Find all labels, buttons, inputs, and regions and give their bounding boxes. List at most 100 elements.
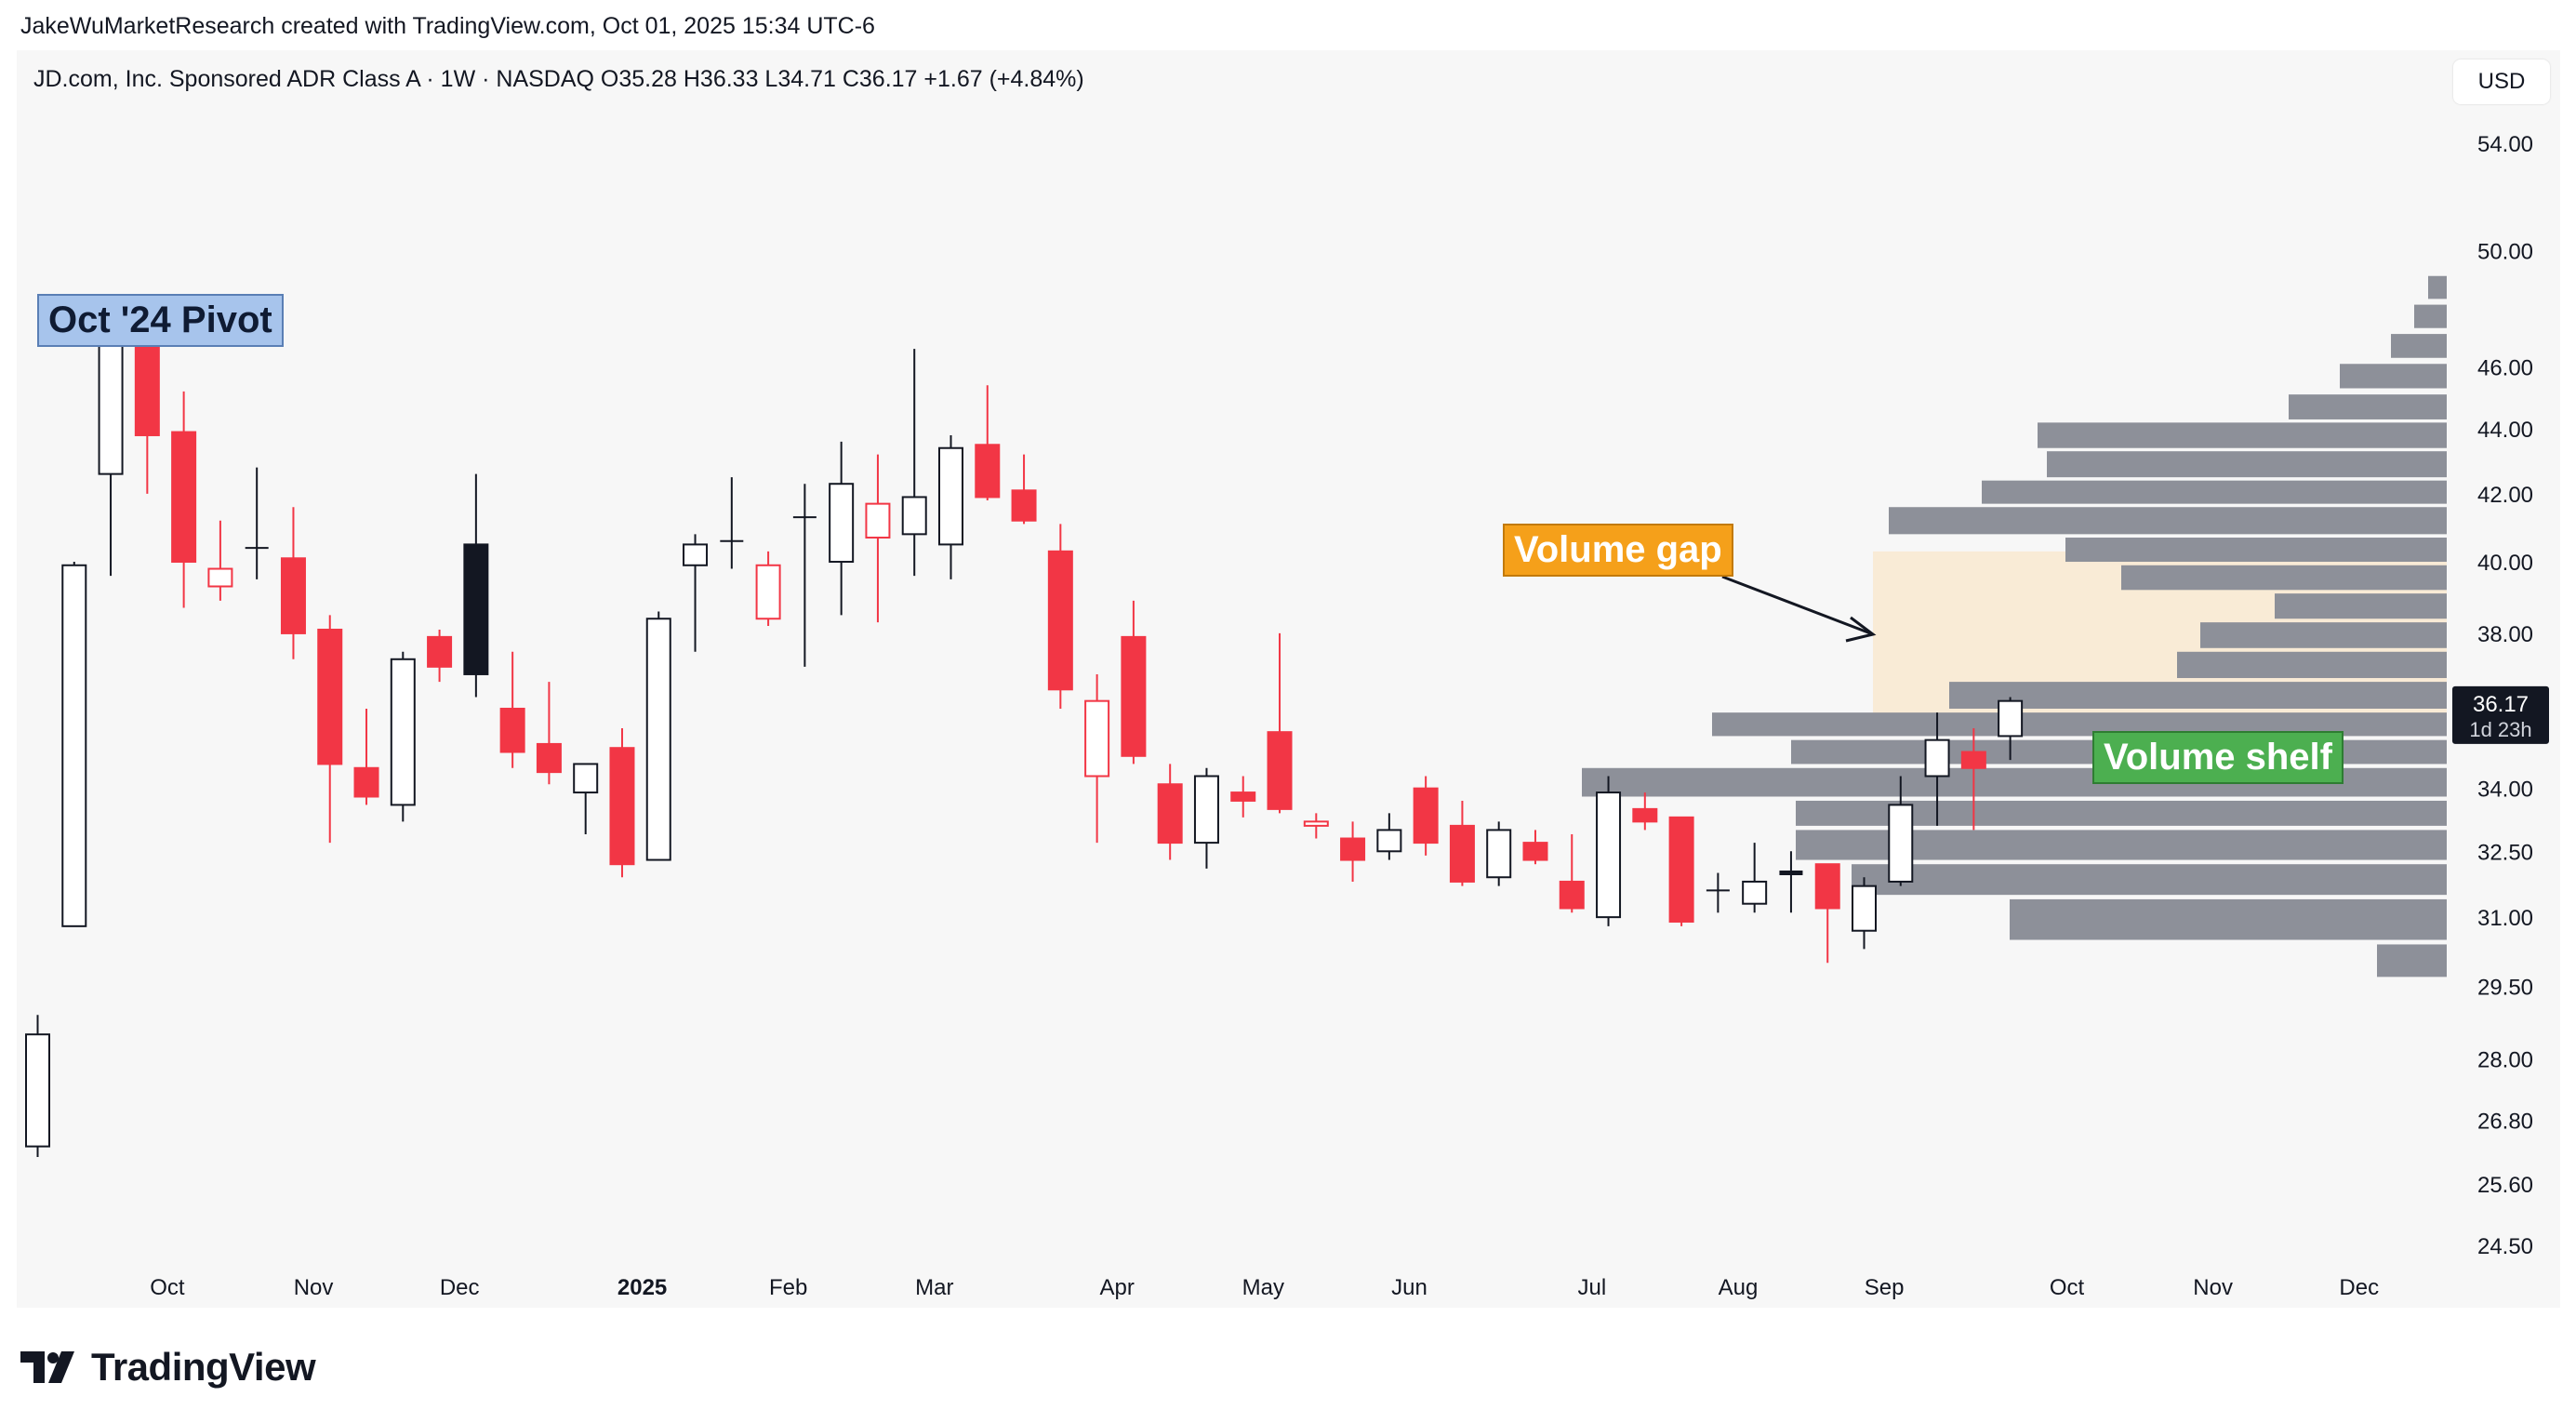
x-tick-label: 2025 [617,1275,667,1300]
volume-shelf-callout: Volume shelf [2092,731,2344,784]
candle-body [1084,699,1110,778]
volume-profile-bar [2275,593,2447,619]
candle-body [1121,635,1147,757]
tradingview-logo[interactable]: TradingView [20,1345,316,1390]
y-tick-label: 42.00 [2477,483,2533,508]
candle-body [609,747,635,866]
candle-body [536,742,562,774]
candle-body [938,446,963,546]
candle [61,562,87,927]
candle [317,615,343,844]
volume-profile-bar [2177,651,2447,679]
candle-body [1303,820,1329,827]
volume-profile-bar [2047,451,2447,478]
volume-profile-bar [1982,480,2447,504]
candle [755,551,781,627]
currency-button[interactable]: USD [2453,60,2550,104]
y-tick-label: 25.60 [2477,1173,2533,1198]
candle [865,454,891,623]
candle [353,708,379,805]
candle [683,534,709,652]
candle-body [317,628,343,765]
x-tick-label: Feb [769,1275,807,1300]
candle-body [1011,489,1037,522]
x-tick-label: Apr [1100,1275,1135,1300]
tradingview-wordmark: TradingView [91,1345,316,1389]
candle-body [1924,738,1950,778]
candle [1960,727,1986,831]
candle-body [829,483,855,564]
candle [1852,877,1877,950]
candle-body [1486,829,1512,879]
candle [499,651,525,768]
candle [1559,833,1585,913]
volume-profile-bar [1949,682,2447,709]
volume-gap-callout: Volume gap [1503,524,1733,577]
candle-body [25,1033,50,1148]
x-tick-label: Oct [150,1275,185,1300]
candle-body [1742,880,1768,905]
candle [1522,830,1548,865]
candle-body [1340,837,1366,861]
x-tick-label: Dec [2339,1275,2379,1300]
axes: 54.0050.0046.0044.0042.0040.0038.0036.00… [150,132,2533,1300]
candle [1121,600,1147,765]
candle [1376,813,1402,860]
candle [1084,673,1110,844]
candle-body [499,707,525,753]
y-tick-label: 29.50 [2477,975,2533,1000]
y-tick-label: 26.80 [2477,1109,2533,1134]
y-tick-label: 44.00 [2477,418,2533,443]
candle-body [1852,884,1877,932]
candle [901,349,927,577]
candle [1706,872,1730,913]
candle [573,763,599,834]
x-tick-label: Oct [2050,1275,2085,1300]
candle [463,473,489,698]
y-tick-label: 28.00 [2477,1048,2533,1073]
candle-body [975,444,1001,499]
candle [245,467,269,579]
candle-body [1230,791,1256,802]
volume-profile-bar [1852,864,2447,896]
candle [280,507,306,659]
candle-body [1960,751,1986,769]
candle [536,682,562,785]
candle-body [901,496,927,536]
candle-body [61,564,87,927]
candle-body [645,618,671,861]
candle-body [1559,880,1585,910]
candle-body [683,543,709,566]
bar-countdown: 1d 23h [2469,718,2531,741]
candle-body [1413,787,1439,844]
last-price-value: 36.17 [2473,692,2529,717]
y-tick-label: 24.50 [2477,1234,2533,1259]
candle-body [427,635,453,668]
x-tick-label: Jul [1578,1275,1607,1300]
candle-body [1376,829,1402,853]
volume-profile [1582,275,2447,977]
x-tick-label: Aug [1719,1275,1759,1300]
x-tick-label: May [1242,1275,1284,1300]
candle [1596,776,1622,926]
y-tick-label: 38.00 [2477,622,2533,647]
candle-body [1047,550,1073,691]
y-tick-label: 50.00 [2477,240,2533,265]
annotation-arrow [1721,575,1877,643]
candle [427,629,453,683]
volume-profile-bar [2340,364,2447,389]
candle-body [1668,816,1694,923]
last-price-badge [2452,685,2549,744]
candle [1011,454,1037,525]
x-tick-label: Sep [1865,1275,1905,1300]
candle-body [1998,699,2024,738]
volume-profile-bar [2200,622,2447,648]
x-tick-label: Nov [2193,1275,2233,1300]
candle [938,434,963,579]
candle [1449,800,1475,886]
candle-body [1267,731,1293,810]
candle [1814,863,1840,964]
candle [1779,851,1803,913]
